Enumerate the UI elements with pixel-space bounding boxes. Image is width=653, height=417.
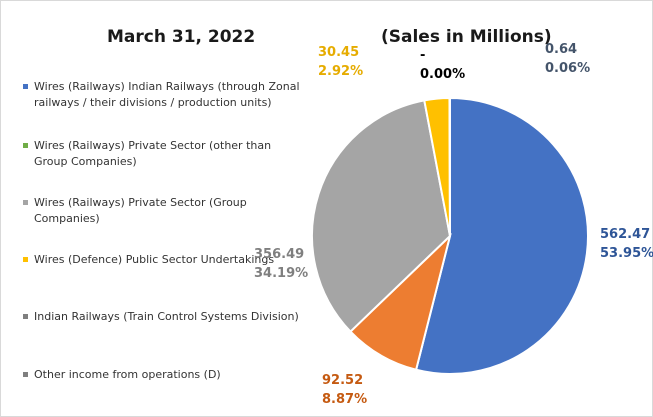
legend-swatch-4 xyxy=(23,314,28,319)
legend-item-5: Other income from operations (D) xyxy=(23,367,303,383)
legend-label-2: Wires (Railways) Private Sector (Group C… xyxy=(34,196,247,225)
legend-swatch-3 xyxy=(23,257,28,262)
legend-swatch-2 xyxy=(23,200,28,205)
pie-slice-0 xyxy=(414,96,589,375)
chart-subtitle: (Sales in Millions) xyxy=(381,27,552,47)
legend-item-1: Wires (Railways) Private Sector (other t… xyxy=(23,138,303,170)
pie-data-labels: 562.47 53.95% 92.52 8.87% 356.49 34.19% 30.45 2… xyxy=(254,42,653,407)
data-label-value-1: 92.52 xyxy=(322,373,363,388)
legend-label-1: Wires (Railways) Private Sector (other t… xyxy=(34,139,272,168)
legend-swatch-1 xyxy=(23,143,28,148)
data-label-value-3: 30.45 xyxy=(318,45,359,60)
chart-title: March 31, 2022 xyxy=(107,27,256,47)
pie-slices xyxy=(311,96,589,375)
legend-item-0: Wires (Railways) Indian Railways (throug… xyxy=(23,79,303,111)
legend-label-5: Other income from operations (D) xyxy=(34,368,221,381)
legend-item-2: Wires (Railways) Private Sector (Group C… xyxy=(23,195,303,227)
legend-swatch-5 xyxy=(23,372,28,377)
legend-label-3: Wires (Defence) Public Sector Undertakin… xyxy=(34,253,275,266)
data-label-percent-5: 0.06% xyxy=(545,61,590,76)
legend-swatch-0 xyxy=(23,84,28,89)
data-label-value-5: 0.64 xyxy=(545,42,577,57)
data-label-value-2: 356.49 xyxy=(254,247,304,262)
pie-slice-5 xyxy=(448,96,451,237)
data-label-value-4: - xyxy=(420,48,425,63)
data-label-percent-3: 2.92% xyxy=(318,64,363,79)
data-label-percent-2: 34.19% xyxy=(254,266,308,281)
data-label-value-0: 562.47 xyxy=(600,227,650,242)
legend-label-0: Wires (Railways) Indian Railways (throug… xyxy=(34,80,300,109)
data-label-percent-4: 0.00% xyxy=(420,67,465,82)
data-label-percent-1: 8.87% xyxy=(322,392,367,407)
legend-item-3: Wires (Defence) Public Sector Undertakin… xyxy=(23,252,303,268)
pie-slice-2 xyxy=(311,99,452,333)
legend-label-4: Indian Railways (Train Control Systems D… xyxy=(34,310,299,323)
legend-item-4: Indian Railways (Train Control Systems D… xyxy=(23,309,303,325)
data-label-percent-0: 53.95% xyxy=(600,246,653,261)
